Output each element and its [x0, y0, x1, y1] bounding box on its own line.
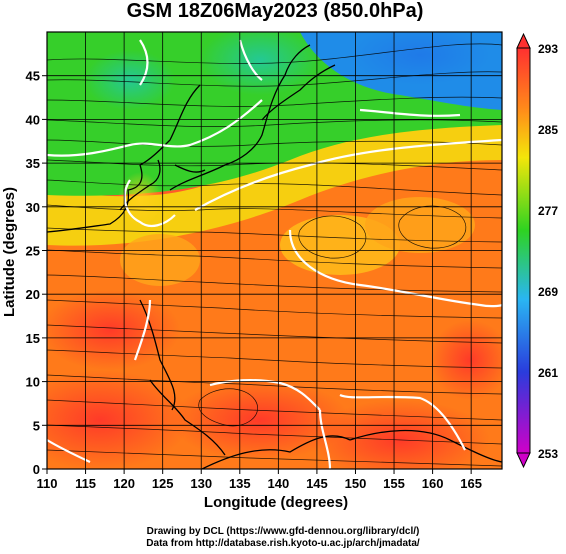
y-tick-label-20: 20 [26, 287, 40, 302]
y-tick-label-40: 40 [26, 112, 40, 127]
y-tick-label-10: 10 [26, 375, 40, 390]
credit-data: Data from http://database.rish.kyoto-u.a… [146, 538, 420, 549]
colorbar-tick-269: 269 [538, 285, 558, 299]
y-tick-label-25: 25 [26, 244, 40, 259]
x-tick-label-125: 125 [152, 476, 174, 491]
x-tick-label-110: 110 [37, 476, 58, 491]
colorbar: 293 285 277 269 261 253 [516, 32, 558, 469]
x-tick-label-155: 155 [383, 476, 405, 491]
coastlines [47, 44, 502, 469]
x-tick-label-140: 140 [268, 476, 290, 491]
y-tick-label-5: 5 [33, 418, 40, 433]
y-tick-label-0: 0 [33, 462, 40, 477]
colorbar-bottom-arrow [516, 452, 531, 469]
colorbar-top-arrow [516, 32, 531, 49]
x-tick-label-135: 135 [229, 476, 251, 491]
x-tick-label-150: 150 [345, 476, 367, 491]
temperature-field [47, 32, 502, 469]
isotherms [47, 39, 502, 469]
colorbar-tick-285: 285 [538, 123, 558, 137]
x-tick-label-165: 165 [460, 476, 482, 491]
x-axis-ticks: 110 115 120 125 130 135 140 145 150 155 160 165 [37, 469, 482, 491]
x-tick-label-130: 130 [190, 476, 212, 491]
y-tick-label-35: 35 [26, 156, 40, 171]
colorbar-bar [516, 47, 531, 454]
chart-title: GSM 18Z06May2023 (850.0hPa) [127, 0, 424, 22]
y-axis-label: Latitude (degrees) [1, 187, 18, 317]
colorbar-tick-253: 253 [538, 447, 558, 461]
x-tick-label-145: 145 [306, 476, 328, 491]
colorbar-tick-277: 277 [538, 204, 558, 218]
x-tick-label-115: 115 [75, 476, 96, 491]
colorbar-tick-261: 261 [538, 366, 558, 380]
credit-drawing: Drawing by DCL (https://www.gfd-dennou.o… [146, 526, 420, 537]
y-tick-label-45: 45 [26, 69, 40, 84]
y-axis-ticks: 0 5 10 15 20 25 30 35 40 45 [26, 69, 47, 477]
x-tick-label-120: 120 [113, 476, 135, 491]
y-tick-label-15: 15 [26, 331, 40, 346]
x-tick-label-160: 160 [422, 476, 444, 491]
y-tick-label-30: 30 [26, 200, 40, 215]
x-axis-label: Longitude (degrees) [204, 494, 348, 511]
coordinate-grid [47, 32, 502, 469]
colorbar-tick-293: 293 [538, 42, 558, 56]
